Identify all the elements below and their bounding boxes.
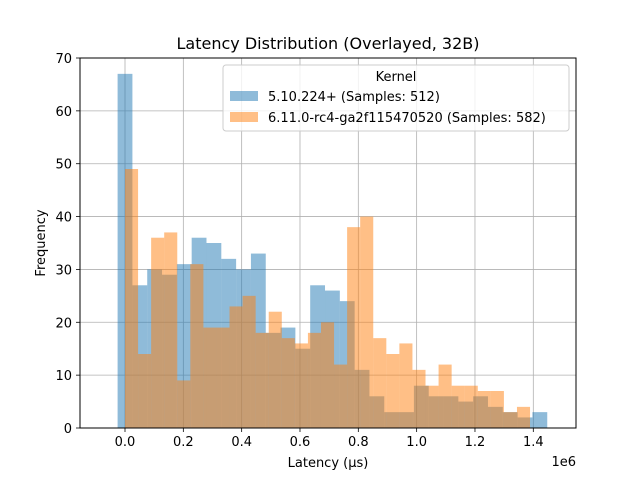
histogram-bar-series-2 bbox=[464, 385, 478, 428]
legend-label-series-1: 5.10.224+ (Samples: 512) bbox=[268, 90, 440, 105]
x-tick-label: 0.0 bbox=[115, 435, 136, 450]
y-tick-label: 40 bbox=[55, 211, 72, 226]
histogram-bar-series-2 bbox=[307, 332, 321, 428]
histogram-bar-series-2 bbox=[177, 380, 191, 428]
y-tick-label: 30 bbox=[55, 263, 72, 278]
x-tick-label: 0.6 bbox=[290, 435, 311, 450]
chart-title: Latency Distribution (Overlayed, 32B) bbox=[177, 34, 480, 53]
axis-ticks: 0.0 0.2 0.4 0.6 0.8 1.0 1.2 1.4 0 10 20 30 40 50 60 70 bbox=[55, 52, 543, 450]
bars bbox=[117, 73, 548, 428]
y-tick-label: 0 bbox=[64, 422, 72, 437]
histogram-bar-series-2 bbox=[320, 322, 335, 428]
histogram-bar-series-2 bbox=[151, 237, 165, 428]
histogram-bar-series-2 bbox=[190, 264, 204, 428]
x-tick-label: 1.0 bbox=[406, 435, 427, 450]
legend-box bbox=[222, 64, 570, 132]
histogram-bar-series-2 bbox=[490, 391, 504, 428]
histogram-bar-series-2 bbox=[164, 232, 178, 428]
histogram-bar-series-2 bbox=[477, 391, 491, 428]
histogram-bar-series-2 bbox=[425, 385, 439, 428]
histogram-bar-series-2 bbox=[360, 216, 374, 428]
y-tick-label: 50 bbox=[55, 158, 72, 173]
histogram-bar-series-2 bbox=[451, 385, 465, 428]
histogram-bar-series-2 bbox=[373, 338, 387, 428]
y-tick-label: 10 bbox=[55, 369, 72, 384]
histogram-bar-series-2 bbox=[281, 338, 295, 428]
legend-swatch-series-2 bbox=[230, 112, 258, 122]
legend-swatch-series-1 bbox=[230, 91, 258, 101]
histogram-bar-series-2 bbox=[334, 364, 348, 428]
x-tick-label: 0.8 bbox=[348, 435, 369, 450]
histogram-bar-series-2 bbox=[294, 343, 308, 428]
y-tick-label: 60 bbox=[55, 105, 72, 120]
y-axis-label: Frequency bbox=[34, 209, 49, 276]
histogram-bar-series-2 bbox=[255, 332, 269, 428]
x-tick-label: 0.4 bbox=[231, 435, 252, 450]
histogram-bar-series-1 bbox=[532, 412, 548, 428]
histogram-bar-series-2 bbox=[438, 364, 452, 428]
histogram-bar-series-2 bbox=[399, 343, 413, 428]
legend: Kernel 5.10.224+ (Samples: 512) 6.11.0-r… bbox=[222, 64, 570, 132]
histogram-bar-series-2 bbox=[138, 354, 152, 428]
histogram-bar-series-2 bbox=[203, 327, 217, 428]
x-axis-label: Latency (µs) bbox=[288, 456, 369, 471]
x-tick-label: 1.2 bbox=[465, 435, 486, 450]
histogram-bar-series-2 bbox=[347, 227, 361, 428]
histogram-bar-series-2 bbox=[268, 311, 282, 428]
x-offset-label: 1e6 bbox=[551, 455, 576, 470]
x-tick-label: 0.2 bbox=[173, 435, 194, 450]
histogram-bar-series-2 bbox=[516, 406, 531, 428]
histogram-bar-series-2 bbox=[503, 412, 517, 428]
legend-title: Kernel bbox=[376, 70, 417, 85]
plot-frame bbox=[79, 57, 577, 429]
histogram-bar-series-2 bbox=[229, 306, 243, 428]
x-tick-label: 1.4 bbox=[523, 435, 544, 450]
histogram-bar-series-2 bbox=[386, 354, 400, 428]
y-tick-label: 20 bbox=[55, 316, 72, 331]
histogram-bar-series-2 bbox=[216, 327, 230, 428]
histogram-bar-series-2 bbox=[412, 369, 426, 428]
histogram-bar-series-2 bbox=[125, 169, 139, 428]
histogram-bar-series-2 bbox=[242, 295, 256, 428]
y-tick-label: 70 bbox=[55, 52, 72, 67]
legend-label-series-2: 6.11.0-rc4-ga2f115470520 (Samples: 582) bbox=[268, 111, 546, 126]
